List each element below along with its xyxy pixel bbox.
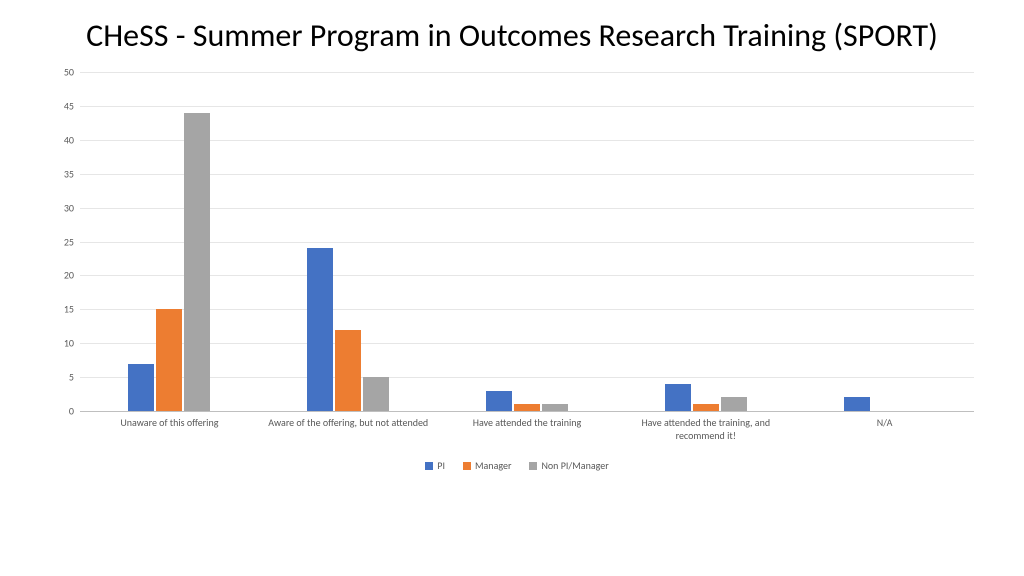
bar	[128, 364, 154, 411]
bar-group: N/A	[795, 72, 974, 411]
y-axis-label: 0	[69, 405, 80, 418]
bar	[844, 397, 870, 411]
x-axis-label: Aware of the offering, but not attended	[259, 411, 438, 430]
chart-container: 05101520253035404550Unaware of this offe…	[50, 72, 984, 472]
y-axis-label: 45	[64, 99, 80, 112]
legend-item: Manager	[463, 459, 511, 472]
legend-label: Non PI/Manager	[541, 459, 608, 472]
bar	[156, 309, 182, 411]
y-axis-label: 30	[64, 201, 80, 214]
x-axis-label: Unaware of this offering	[80, 411, 259, 430]
bar-group: Unaware of this offering	[80, 72, 259, 411]
bar	[335, 330, 361, 411]
legend-swatch	[529, 462, 537, 470]
bar	[693, 404, 719, 411]
y-axis-label: 5	[69, 371, 80, 384]
y-axis-label: 40	[64, 133, 80, 146]
bar-group: Have attended the training	[438, 72, 617, 411]
legend-item: Non PI/Manager	[529, 459, 608, 472]
legend: PI Manager Non PI/Manager	[50, 459, 984, 472]
bar-group: Have attended the training, and recommen…	[616, 72, 795, 411]
bar	[665, 384, 691, 411]
bar	[307, 248, 333, 411]
bar	[721, 397, 747, 411]
legend-label: PI	[437, 459, 445, 472]
x-axis-label: Have attended the training	[438, 411, 617, 430]
bar	[184, 113, 210, 411]
legend-label: Manager	[475, 459, 511, 472]
bar	[514, 404, 540, 411]
x-axis-label: Have attended the training, and recommen…	[616, 411, 795, 442]
y-axis-label: 10	[64, 337, 80, 350]
x-axis-label: N/A	[795, 411, 974, 430]
legend-swatch	[425, 462, 433, 470]
plot-area: 05101520253035404550Unaware of this offe…	[80, 72, 974, 412]
legend-item: PI	[425, 459, 445, 472]
y-axis-label: 35	[64, 167, 80, 180]
y-axis-label: 20	[64, 269, 80, 282]
bar	[542, 404, 568, 411]
bar	[363, 377, 389, 411]
bar	[486, 391, 512, 411]
bar-group: Aware of the offering, but not attended	[259, 72, 438, 411]
page-title: CHeSS - Summer Program in Outcomes Resea…	[0, 0, 1024, 64]
y-axis-label: 15	[64, 303, 80, 316]
y-axis-label: 50	[64, 66, 80, 79]
y-axis-label: 25	[64, 235, 80, 248]
bar-groups: Unaware of this offeringAware of the off…	[80, 72, 974, 411]
legend-swatch	[463, 462, 471, 470]
